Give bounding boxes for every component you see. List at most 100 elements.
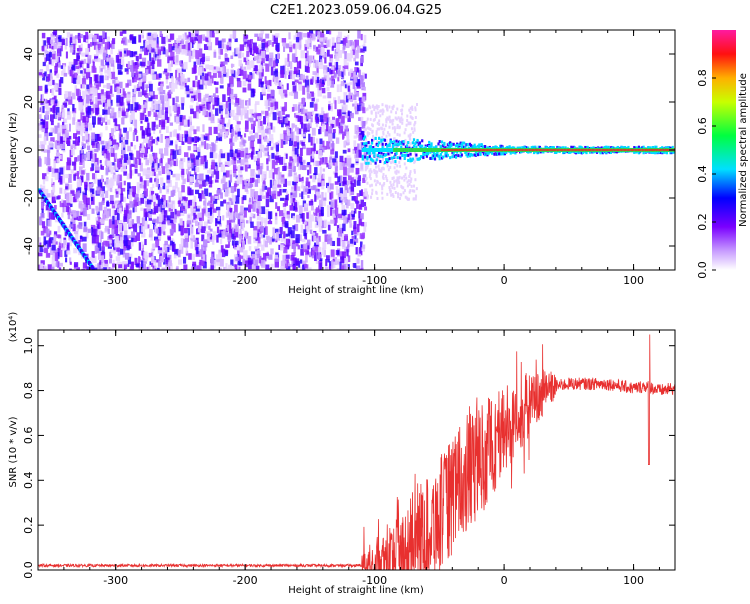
heatmap-cell (374, 136, 377, 140)
heatmap-cell (382, 183, 385, 187)
heatmap-cell (254, 103, 257, 113)
heatmap-cell (150, 146, 153, 152)
heatmap-cell (46, 103, 49, 110)
heatmap-cell (236, 152, 241, 158)
heatmap-cell (359, 204, 363, 210)
heatmap-cell (39, 242, 42, 247)
heatmap-cell (51, 244, 56, 251)
heatmap-cell (104, 147, 107, 155)
heatmap-cell (86, 136, 89, 144)
heatmap-cell (241, 222, 245, 231)
heatmap-cell (380, 148, 383, 152)
heatmap-cell (217, 71, 222, 78)
heatmap-cell (281, 38, 287, 43)
heatmap-cell (272, 60, 276, 68)
heatmap-cell (452, 152, 455, 156)
heatmap-cell (365, 143, 368, 147)
heatmap-cell (104, 103, 107, 111)
heatmap-cell (239, 246, 244, 253)
heatmap-cell (112, 79, 116, 84)
heatmap-cell (368, 104, 371, 108)
heatmap-cell (199, 249, 204, 257)
heatmap-cell (76, 267, 80, 270)
heatmap-cell (409, 170, 412, 174)
heatmap-cell (317, 217, 322, 227)
heatmap-cell (335, 186, 339, 190)
heatmap-cell (105, 150, 109, 159)
heatmap-cell (127, 146, 132, 152)
heatmap-cell (160, 177, 164, 186)
heatmap-cell (337, 213, 343, 219)
heatmap-cell (224, 181, 228, 190)
heatmap-cell (160, 157, 163, 164)
heatmap-cell (329, 192, 332, 200)
heatmap-cell (230, 93, 234, 99)
heatmap-cell (268, 134, 274, 140)
heatmap-cell (178, 223, 181, 232)
heatmap-cell (79, 161, 83, 166)
heatmap-cell (141, 264, 146, 270)
heatmap-cell (152, 268, 155, 270)
heatmap-cell (247, 235, 251, 243)
heatmap-cell (161, 251, 164, 259)
heatmap-cell (252, 263, 256, 270)
heatmap-cell (344, 65, 349, 69)
heatmap-cell (331, 66, 335, 70)
heatmap-cell (274, 101, 279, 110)
heatmap-cell (374, 148, 377, 152)
heatmap-cell (75, 192, 79, 199)
heatmap-cell (141, 131, 146, 139)
heatmap-cell (407, 179, 410, 183)
heatmap-cell (361, 96, 366, 102)
heatmap-cell (358, 218, 362, 226)
heatmap-cell (430, 156, 433, 160)
heatmap-cell (253, 226, 258, 231)
heatmap-cell (294, 79, 299, 83)
heatmap-cell (216, 97, 220, 106)
heatmap-cell (190, 153, 195, 159)
heatmap-cell (319, 262, 322, 270)
heatmap-cell (289, 41, 292, 47)
heatmap-cell (156, 43, 159, 48)
heatmap-cell (179, 218, 183, 226)
heatmap-cell (230, 142, 233, 152)
heatmap-cell (381, 191, 384, 195)
heatmap-cell (232, 227, 235, 234)
heatmap-cell (97, 43, 101, 49)
heatmap-cell (94, 173, 97, 180)
heatmap-cell (123, 235, 128, 241)
heatmap-cell (126, 237, 129, 242)
heatmap-cell (349, 112, 354, 119)
heatmap-cell (65, 37, 68, 47)
heatmap-cell (72, 103, 75, 112)
heatmap-cell (298, 174, 301, 179)
heatmap-cell (165, 107, 168, 113)
heatmap-cell (77, 186, 82, 194)
heatmap-cell (332, 124, 335, 128)
heatmap-cell (126, 173, 131, 180)
heatmap-cell (408, 174, 411, 178)
heatmap-cell (145, 93, 149, 98)
heatmap-cell (360, 131, 365, 140)
heatmap-cell (44, 71, 47, 77)
heatmap-cell (343, 216, 348, 224)
heatmap-cell (107, 119, 111, 125)
heatmap-cell (239, 177, 244, 185)
heatmap-cell (258, 33, 263, 40)
heatmap-cell (407, 141, 410, 145)
heatmap-cell (342, 223, 346, 232)
heatmap-cell (283, 133, 287, 141)
heatmap-cell (354, 233, 357, 240)
heatmap-cell (148, 83, 153, 92)
heatmap-cell (318, 129, 321, 135)
heatmap-cell (47, 166, 52, 172)
heatmap-cell (438, 154, 441, 158)
heatmap-cell (127, 79, 132, 86)
heatmap-cell (72, 212, 77, 218)
heatmap-cell (299, 193, 303, 198)
heatmap-cell (56, 48, 61, 57)
heatmap-cell (330, 123, 333, 129)
heatmap-cell (54, 168, 59, 174)
heatmap-cell (331, 240, 336, 247)
heatmap-cell (376, 127, 379, 131)
